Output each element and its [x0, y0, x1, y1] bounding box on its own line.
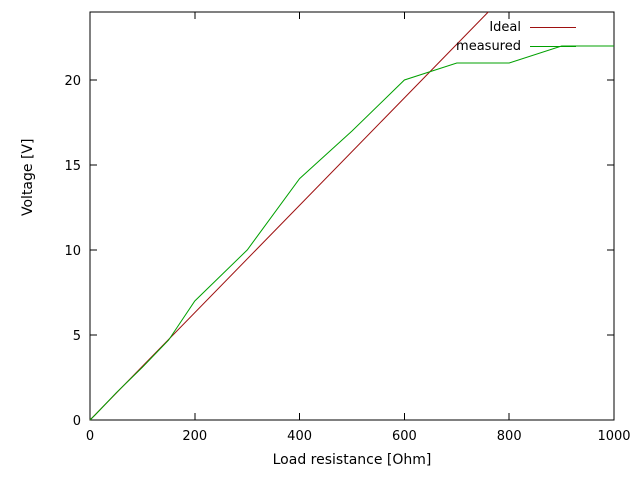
x-axis-label: Load resistance [Ohm] [272, 452, 432, 468]
y-tick-label: 5 [73, 329, 81, 344]
legend-item-measured: measured [456, 39, 576, 54]
x-tick-label: 1000 [597, 429, 630, 444]
x-tick-label: 0 [86, 429, 94, 444]
y-axis-label: Voltage [V] [20, 138, 36, 216]
y-tick-label: 15 [64, 159, 81, 174]
x-tick-label: 600 [392, 429, 417, 444]
y-tick-label: 0 [73, 414, 81, 429]
legend-swatch-measured [530, 46, 576, 47]
x-tick-label: 400 [287, 429, 312, 444]
legend-label-ideal: Ideal [489, 20, 521, 35]
legend-item-ideal: Ideal [456, 20, 576, 35]
legend: Ideal measured [456, 20, 576, 54]
series-line-ideal [89, 11, 489, 421]
series-line-measured [89, 45, 614, 421]
y-tick-label: 10 [64, 244, 81, 259]
plot-border [89, 11, 615, 421]
x-tick-label: 200 [182, 429, 207, 444]
y-tick-label: 20 [64, 74, 81, 89]
x-tick-label: 800 [497, 429, 522, 444]
legend-swatch-ideal [530, 27, 576, 28]
legend-label-measured: measured [456, 39, 521, 54]
